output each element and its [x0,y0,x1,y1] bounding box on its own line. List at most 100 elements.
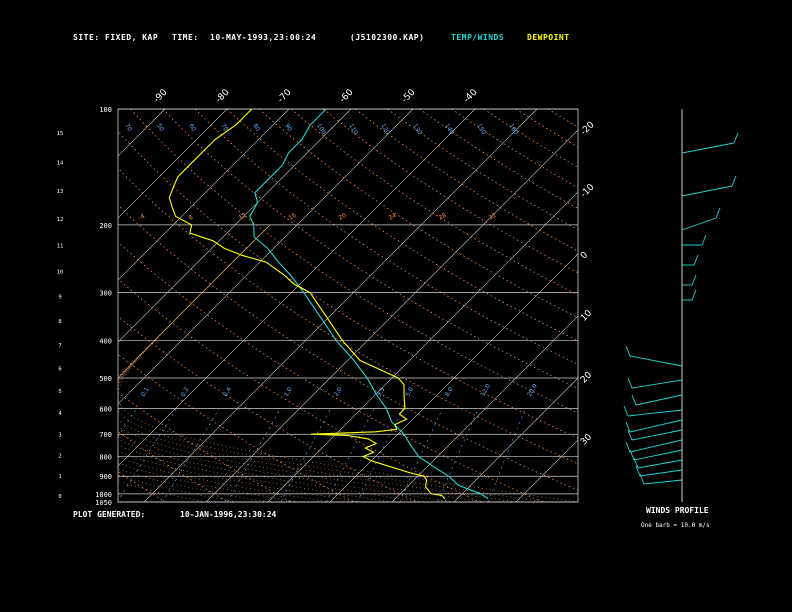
dry-adiabat-label: 20 [338,212,348,222]
pressure-tick-label: 500 [99,375,112,383]
file-value: (J5102300.KAP) [350,33,425,42]
mixing-ratio-label: 0.4 [222,386,233,398]
wind-barb [681,142,735,154]
wind-barb-feather [639,473,645,485]
height-tick-label: 13 [57,189,64,195]
pressure-tick-label: 400 [99,338,112,346]
plot-generated-value: 10-JAN-1996,23:30:24 [180,510,277,519]
mixing-ratio-label: 0.1 [140,386,151,398]
wind-barb-feather [625,345,631,357]
wind-barb [643,479,683,485]
wind-barb [627,409,683,417]
dry-adiabat-label: 16 [288,212,298,222]
moist-adiabat [118,224,486,502]
pressure-tick-label: 700 [99,431,112,439]
wind-barb-feather [701,234,707,246]
isotherm-line [0,109,103,502]
theta-label: 110 [347,123,359,137]
dry-adiabat [162,109,578,389]
isotherm-line [329,253,578,502]
wind-barb [631,429,683,441]
winds-profile-title: WINDS PROFILE [646,506,709,515]
plot-generated-label: PLOT GENERATED: [73,510,146,519]
mixing-ratio-label: 1.0 [283,386,294,398]
wind-barb-feather [691,274,697,286]
theta-label: 50 [155,123,165,133]
dewpoint-trace [168,108,446,500]
wind-barb-feather [631,394,637,406]
wind-barb [629,439,683,453]
wind-barb-feather [731,175,737,187]
pressure-tick-label: 1000 [95,491,112,499]
mixing-ratio-label: 3.5 [376,386,387,398]
height-tick-label: 5 [58,389,61,395]
legend-dewpoint: DEWPOINT [527,33,570,42]
dry-adiabat-label: 28 [438,212,448,222]
dry-adiabat [118,315,417,502]
wind-barb-feather [733,132,739,144]
isotherm-side-label: -10 [579,182,597,200]
dry-adiabat [118,431,229,502]
dry-adiabat-label: 24 [388,212,398,222]
isotherm-top-label: -80 [214,87,232,105]
temperature-trace [249,108,489,500]
mixing-ratio-line [118,408,177,502]
mixing-ratio-line [399,408,443,502]
wind-barb [681,217,717,231]
mixing-ratio-label: 5.0 [404,386,415,398]
height-tick-label: 15 [57,131,64,137]
moist-adiabat [118,224,424,502]
height-tick-label: 6 [58,366,61,372]
moist-adiabat [118,224,517,502]
isotherm-line [267,191,578,502]
theta-label: 60 [187,123,197,133]
mixing-ratio-line [280,408,332,502]
isotherm-side-label: 30 [579,432,594,447]
height-tick-label: 3 [58,432,61,438]
isotherm-line [453,377,578,502]
wind-barb [629,355,683,367]
mixing-ratio-line [437,408,479,502]
dry-adiabat [451,109,578,189]
dry-adiabat [118,278,480,502]
wind-barb-feather [691,289,697,301]
dry-adiabat [515,109,578,148]
mixing-ratio-line [488,408,526,502]
height-tick-label: 7 [58,343,61,349]
wind-barb [681,185,733,197]
dry-adiabat [322,109,578,274]
dry-adiabat [118,204,578,491]
height-tick-label: 1 [58,474,61,480]
wind-barb [631,379,683,389]
dry-adiabat [118,130,578,439]
theta-label: 70 [123,123,133,133]
isotherm-line [118,109,166,157]
isotherm-side-label: 10 [579,308,594,323]
plot-area [0,109,578,502]
time-value: 10-MAY-1993,23:00:24 [210,33,317,42]
isotherm-top-label: -40 [462,87,480,105]
theta-label: 100 [315,123,327,137]
isotherm-top-label: -60 [338,87,356,105]
site-value: FIXED, KAP [105,33,159,42]
isotherm-side-label: 0 [579,250,590,261]
isotherm-side-label: -20 [579,120,597,138]
dry-adiabat [118,241,543,502]
isotherm-line [118,109,476,467]
moist-adiabat [118,224,393,502]
moist-adiabat [118,224,271,502]
wind-barb-feather [625,421,631,433]
theta-label: 150 [475,123,487,137]
isotherm-line [118,109,228,219]
isotherm-side-label: 20 [579,370,594,385]
theta-label: 120 [379,123,391,137]
isotherm-line [143,109,538,502]
isotherm-top-label: -90 [152,87,170,105]
mixing-ratio-label: 8.0 [444,386,455,398]
mixing-ratio-label: 0.2 [180,386,191,398]
wind-barb [635,394,683,406]
wind-barb-feather [635,465,641,477]
pressure-tick-label: 200 [99,222,112,230]
isotherm-line [0,109,41,502]
